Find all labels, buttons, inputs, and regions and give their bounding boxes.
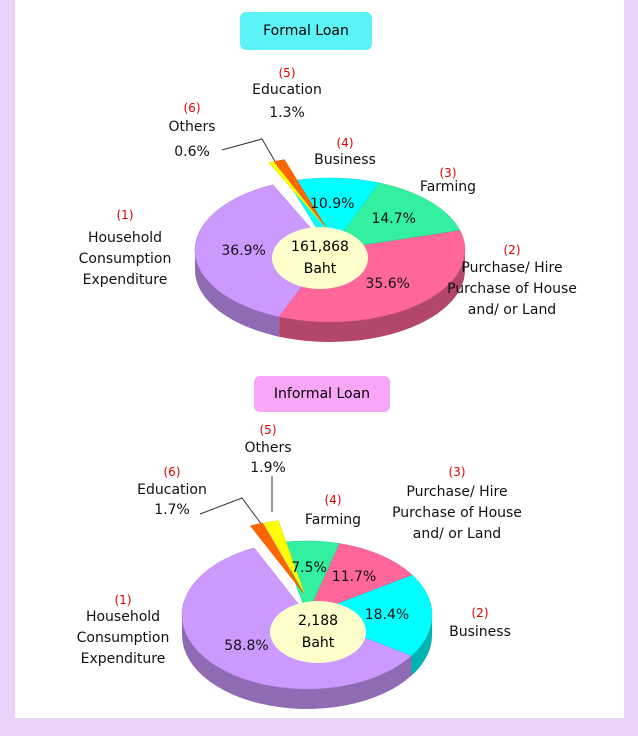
center-text: Baht <box>301 635 335 651</box>
slice-side <box>411 615 432 676</box>
value-label: 1.9% <box>250 460 286 476</box>
slice <box>280 540 340 616</box>
leader-line <box>221 138 281 171</box>
category-number: (1) <box>116 208 134 222</box>
center-text: 2,188 <box>297 613 339 629</box>
category-label: Household Consumption Expenditure <box>76 609 170 667</box>
slice <box>306 543 413 616</box>
leader-line <box>199 497 263 526</box>
value-label: 1.7% <box>154 502 190 518</box>
category-label: Business <box>449 624 511 640</box>
center-label: 2,188 Baht <box>298 610 338 654</box>
value-label: 35.6% <box>365 276 410 293</box>
center-badge <box>272 227 368 289</box>
chart-title: Formal Loan <box>240 12 372 50</box>
value-label: 7.5% <box>291 559 327 576</box>
value-label: 1.3% <box>269 105 305 121</box>
slice-side <box>279 250 465 342</box>
center-badge <box>270 601 366 663</box>
slice <box>278 229 466 323</box>
category-number: (2) <box>471 606 489 620</box>
value-label: 14.7% <box>371 210 416 227</box>
slice <box>306 574 433 656</box>
category-label: Household Consumption Expenditure <box>78 230 172 288</box>
value-label: 11.7% <box>331 568 377 585</box>
center-label: 161,868 Baht <box>291 236 349 280</box>
category-number: (4) <box>324 493 342 507</box>
slice <box>263 520 305 594</box>
category-label: Farming <box>304 512 362 528</box>
category-number: (5) <box>278 66 296 80</box>
category-label: Education <box>137 482 207 498</box>
slice <box>287 177 380 251</box>
value-label: 58.8% <box>224 637 269 654</box>
chart-title: Informal Loan <box>254 376 390 412</box>
category-number: (2) <box>503 243 521 257</box>
slice-side <box>182 615 412 709</box>
category-label: Others <box>168 119 216 135</box>
category-number: (1) <box>114 593 132 607</box>
slice <box>249 522 304 594</box>
value-label: 10.9% <box>309 195 355 212</box>
slice <box>329 182 461 251</box>
category-number: (5) <box>259 423 277 437</box>
category-number: (3) <box>439 166 457 180</box>
value-label: 36.9% <box>221 243 266 260</box>
slice <box>273 159 327 229</box>
slice-side <box>195 250 280 337</box>
category-label: Others <box>244 440 292 456</box>
category-number: (4) <box>336 136 354 150</box>
category-label: Education <box>252 82 322 98</box>
slice <box>268 161 327 229</box>
category-label: Farming <box>419 179 477 195</box>
value-label: 0.6% <box>174 144 210 160</box>
category-number: (3) <box>448 465 466 479</box>
category-label: Purchase/ Hire Purchase of House and/ or… <box>447 260 577 318</box>
category-number: (6) <box>163 465 181 479</box>
value-label: 18.4% <box>364 607 410 624</box>
category-label: Business <box>314 152 376 168</box>
center-text: Baht <box>303 261 337 277</box>
center-text: 161,868 <box>291 239 349 255</box>
category-label: Purchase/ Hire Purchase of House and/ or… <box>392 484 522 542</box>
category-number: (6) <box>183 101 201 115</box>
